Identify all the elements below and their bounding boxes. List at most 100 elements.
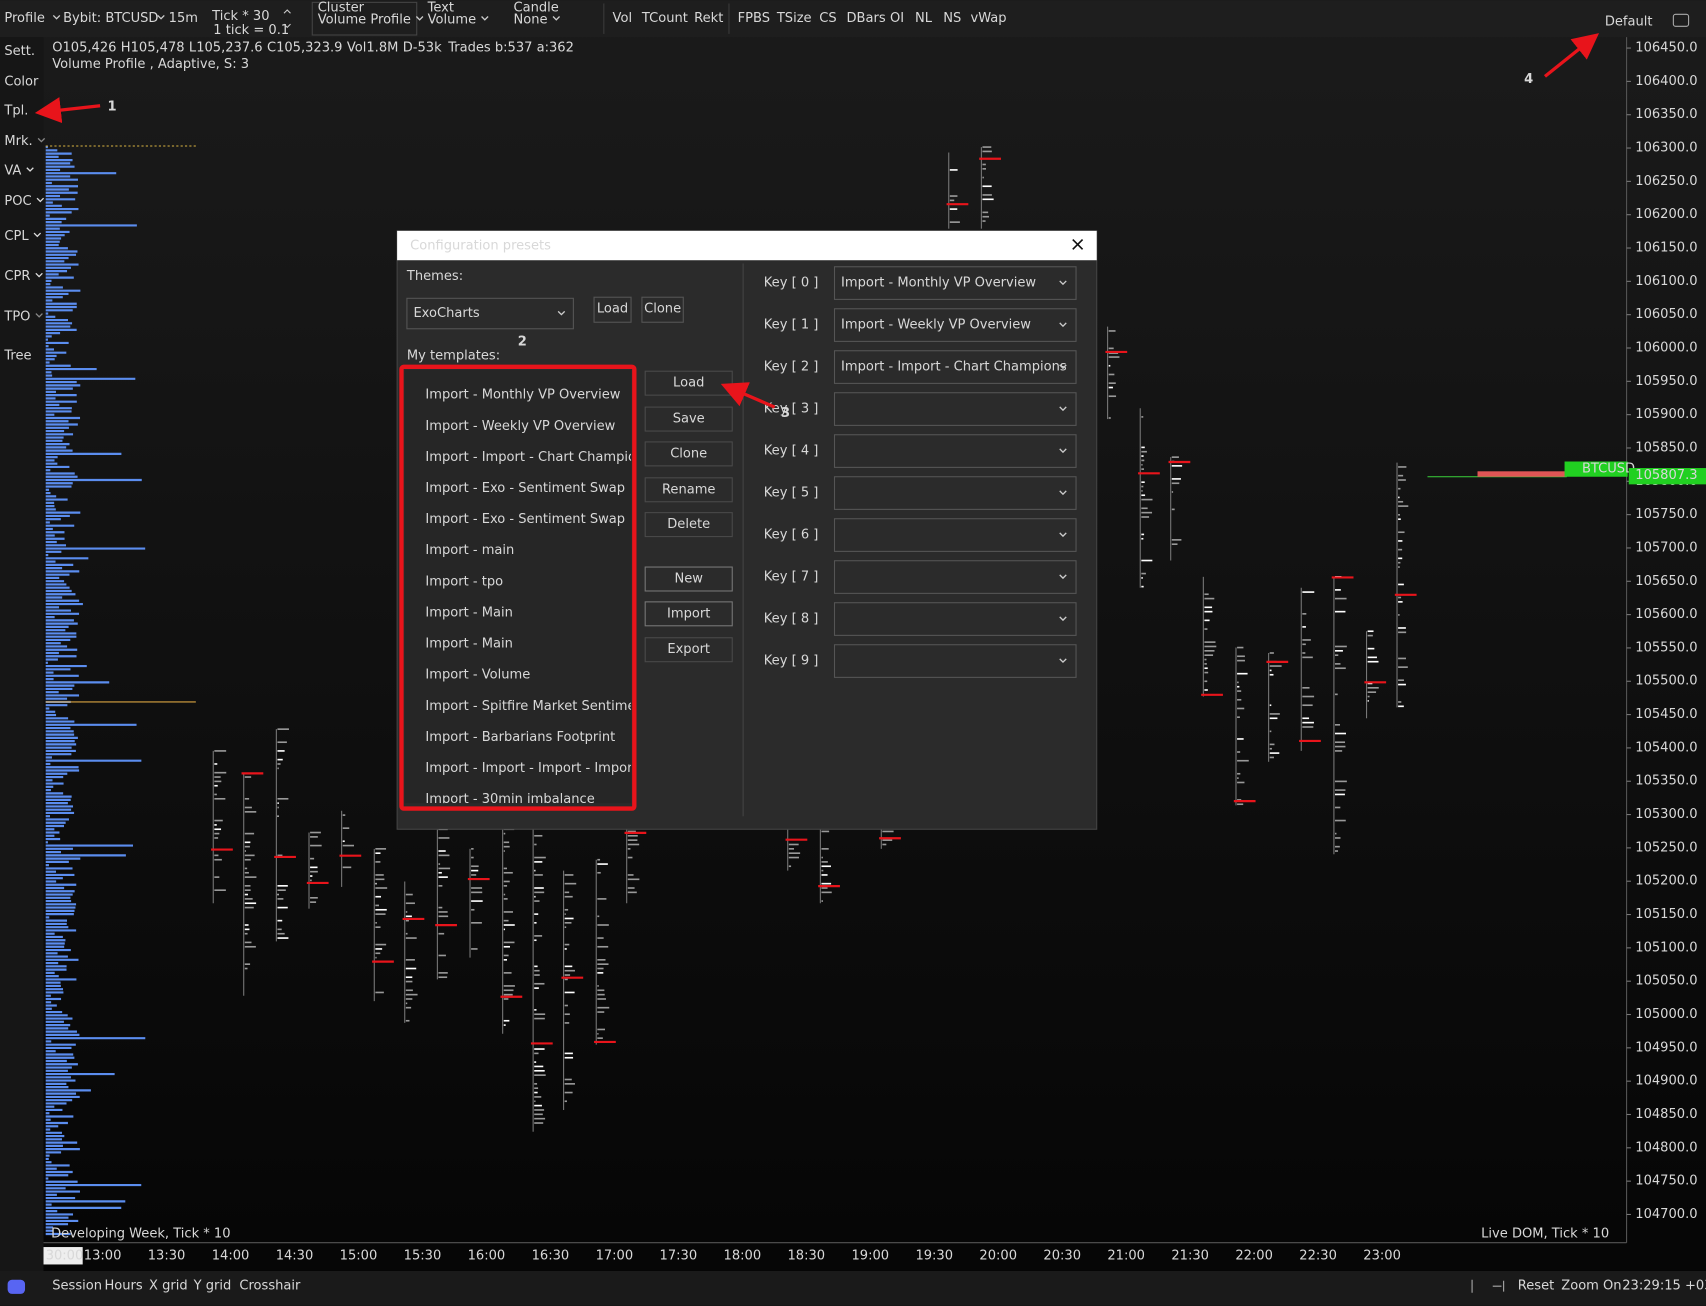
template-item[interactable]: Import - Volume <box>425 668 530 683</box>
key-select[interactable] <box>833 308 1077 342</box>
bottom-toggle[interactable]: Session <box>52 1279 102 1294</box>
indicator-toggle[interactable]: NL <box>915 11 933 26</box>
sidebar-item[interactable]: Sett. <box>4 44 35 59</box>
key-select[interactable] <box>833 392 1077 426</box>
template-item[interactable]: Import - Exo - Sentiment Swap <box>425 512 625 527</box>
price-label: 105450.0 <box>1635 707 1697 722</box>
candle-value[interactable]: None <box>514 12 548 27</box>
layout-name[interactable]: Default <box>1605 14 1653 29</box>
tick-stepper[interactable] <box>283 9 291 29</box>
time-label: 18:00 <box>724 1248 762 1263</box>
camera-icon[interactable] <box>1672 13 1690 27</box>
template-button-label: Import <box>667 606 710 621</box>
time-label: 13:30 <box>148 1248 186 1263</box>
template-button-label: Load <box>673 376 704 391</box>
template-item[interactable]: Import - main <box>425 543 514 558</box>
indicator-toggle[interactable]: OI <box>890 11 904 26</box>
price-label: 106350.0 <box>1635 107 1697 122</box>
theme-select[interactable] <box>406 297 574 330</box>
key-label: Key [ 5 ] <box>764 486 819 501</box>
price-label: 105350.0 <box>1635 774 1697 789</box>
template-item[interactable]: Import - Monthly VP Overview <box>425 388 620 403</box>
key-select[interactable] <box>833 266 1077 300</box>
reset-button[interactable]: Reset <box>1518 1279 1554 1294</box>
indicator-toggle[interactable]: Rekt <box>694 11 723 26</box>
template-button-label: Rename <box>662 482 716 497</box>
template-item[interactable]: Import - Weekly VP Overview <box>425 419 615 434</box>
annotation-number: 3 <box>781 406 790 421</box>
chevron <box>1059 280 1067 286</box>
indicator-toggle[interactable]: DBars <box>846 11 885 26</box>
time-label: 19:30 <box>915 1248 953 1263</box>
themes-label: Themes: <box>406 269 463 284</box>
template-item[interactable]: Import - Main <box>425 605 512 620</box>
key-select[interactable] <box>833 476 1077 510</box>
sidebar-item[interactable]: POC <box>4 194 31 209</box>
key-select[interactable] <box>833 518 1077 552</box>
template-item[interactable]: Import - Import - Import - Import <box>425 761 637 776</box>
template-item[interactable]: Import - tpo <box>425 574 503 589</box>
sidebar-item[interactable]: CPL <box>4 229 29 244</box>
text-value[interactable]: Volume <box>428 12 477 27</box>
ohlc-label: C <box>267 41 276 56</box>
zoom-toggle[interactable]: Zoom On <box>1561 1279 1621 1294</box>
price-label: 106450.0 <box>1635 41 1697 56</box>
cluster-value[interactable]: Volume Profile <box>318 12 411 27</box>
key-select[interactable] <box>833 560 1077 594</box>
close-button[interactable] <box>1072 238 1084 250</box>
theme-button[interactable] <box>593 296 632 323</box>
timeframe[interactable]: 15m <box>169 11 198 26</box>
sidebar-item[interactable]: TPO <box>3 309 30 324</box>
key-select[interactable] <box>833 350 1077 384</box>
theme-button[interactable] <box>641 296 684 323</box>
key-value: Import - Weekly VP Overview <box>841 318 1031 333</box>
sidebar-item[interactable]: Mrk. <box>4 134 32 149</box>
symbol[interactable]: Bybit: BTCUSD <box>63 11 158 26</box>
resize-icons <box>1471 1279 1505 1293</box>
indicator-toggle[interactable]: NS <box>943 11 961 26</box>
ohlc-value: -53k <box>413 41 442 56</box>
chevron <box>1059 532 1067 538</box>
price-label: 104900.0 <box>1635 1074 1697 1089</box>
key-select[interactable] <box>833 644 1077 678</box>
chevron <box>557 310 566 316</box>
template-button[interactable] <box>644 601 733 627</box>
indicator-toggle[interactable]: vWap <box>971 11 1007 26</box>
key-select[interactable] <box>833 602 1077 636</box>
bottom-toggle[interactable]: Crosshair <box>239 1279 301 1294</box>
theme-button-label: Clone <box>644 302 681 317</box>
ui-layer: Profile Bybit: BTCUSD 15m Tick * 301 tick =… <box>3 0 1706 1294</box>
template-button[interactable] <box>644 566 733 592</box>
price-label: 105550.0 <box>1635 640 1697 655</box>
template-button <box>644 406 733 432</box>
indicator-toggle[interactable]: TSize <box>776 11 812 26</box>
sidebar-item[interactable]: VA <box>4 164 21 179</box>
profile-menu[interactable]: Profile <box>4 11 45 26</box>
key-label: Key [ 7 ] <box>764 570 819 585</box>
template-item[interactable]: Import - Import - Chart Champions <box>425 450 651 465</box>
indicator-toggle[interactable]: CS <box>819 11 836 26</box>
bottom-toggle[interactable]: Hours <box>104 1279 142 1294</box>
tick-size[interactable]: Tick * 30 <box>211 9 269 24</box>
bottom-toggle[interactable]: Y grid <box>193 1279 232 1294</box>
time-label: 17:00 <box>596 1248 634 1263</box>
chart-footer-left: Developing Week, Tick * 10 <box>51 1226 230 1241</box>
theme-button-label: Load <box>597 302 628 317</box>
trades: Trades b:537 a:362 <box>447 41 574 56</box>
template-item[interactable]: Import - Spitfire Market Sentiment <box>425 699 649 714</box>
key-select[interactable] <box>833 434 1077 468</box>
sidebar-item[interactable]: CPR <box>4 269 30 284</box>
indicator-toggle[interactable]: Vol <box>613 11 633 26</box>
indicator-toggle[interactable]: TCount <box>641 11 688 26</box>
indicator-toggle[interactable]: FPBS <box>738 11 770 26</box>
template-item[interactable]: Import - 30min imbalance <box>425 792 594 807</box>
bottom-toggle[interactable]: X grid <box>149 1279 188 1294</box>
sidebar-item[interactable]: Tree <box>3 348 31 363</box>
template-item[interactable]: Import - Main <box>425 637 512 652</box>
template-item[interactable]: Import - Barbarians Footprint <box>425 730 615 745</box>
sidebar-item[interactable]: Tpl. <box>3 104 28 119</box>
spread <box>1477 471 1567 477</box>
template-item[interactable]: Import - Exo - Sentiment Swap <box>425 481 625 496</box>
template-button <box>644 477 733 503</box>
sidebar-item[interactable]: Color <box>4 74 39 89</box>
